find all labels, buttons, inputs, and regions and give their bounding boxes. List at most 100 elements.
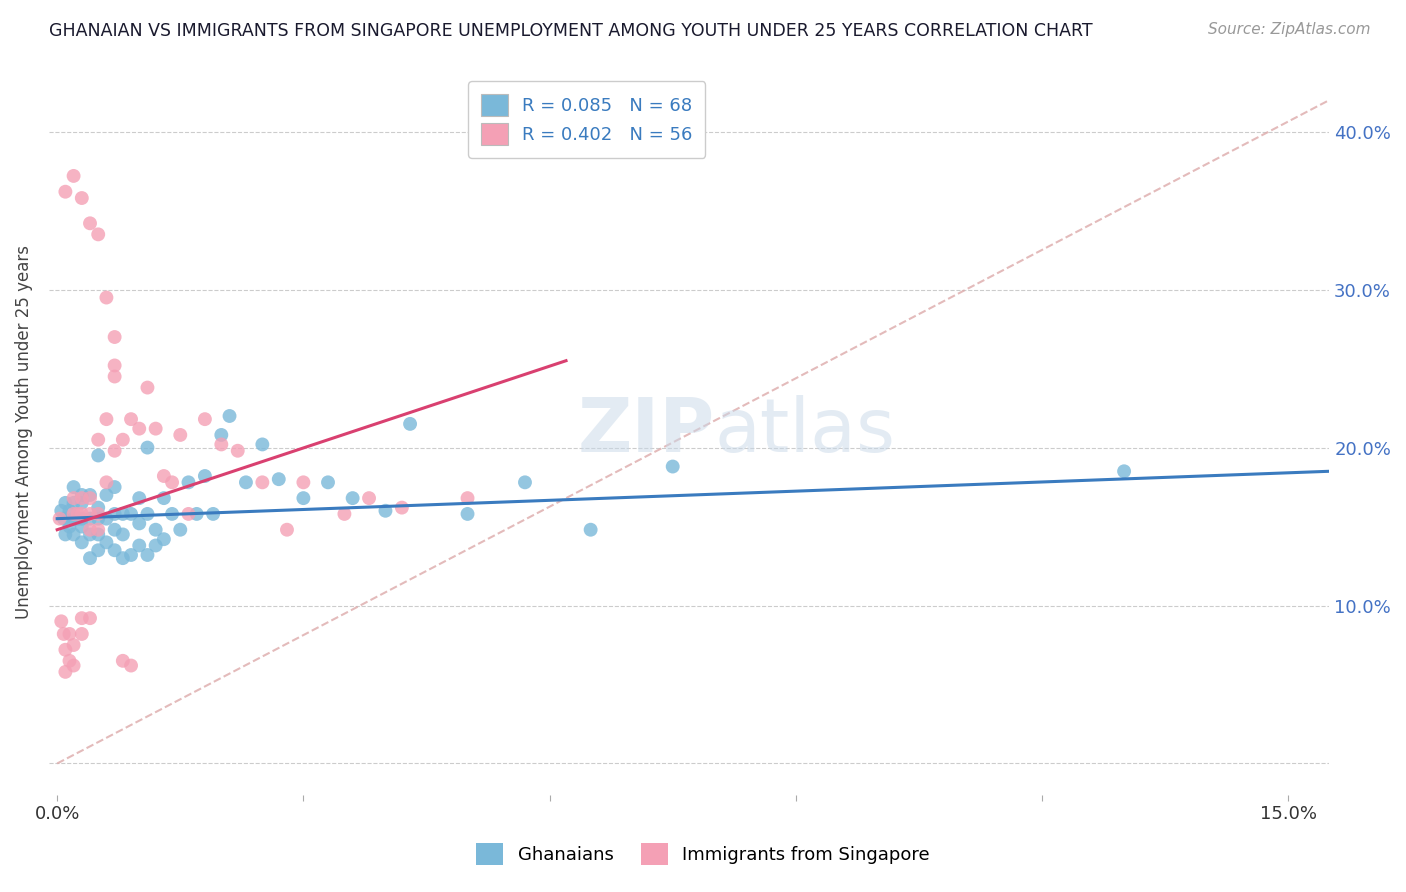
Point [145, 523, 167, 537]
Point [96, 291, 118, 305]
Point [202, 507, 225, 521]
Point [70, 611, 93, 625]
Point [79, 523, 101, 537]
Point [226, 443, 249, 458]
Point [55, 665, 77, 679]
Point [513, 475, 536, 490]
Point [104, 523, 127, 537]
Point [120, 658, 142, 673]
Point [70, 507, 93, 521]
Point [128, 516, 150, 531]
Point [120, 507, 142, 521]
Point [276, 523, 298, 537]
Point [66, 507, 89, 521]
Point [70, 488, 93, 502]
Point [62, 491, 84, 505]
Point [218, 409, 240, 423]
Point [87, 511, 110, 525]
Point [58, 519, 80, 533]
Point [128, 422, 150, 436]
Point [62, 169, 84, 183]
Point [104, 543, 127, 558]
Point [194, 412, 217, 426]
Point [79, 216, 101, 230]
Point [399, 417, 422, 431]
Point [1112, 464, 1135, 478]
Point [579, 523, 602, 537]
Point [104, 330, 127, 344]
Point [457, 507, 479, 521]
Point [62, 511, 84, 525]
Point [79, 527, 101, 541]
Point [104, 369, 127, 384]
Point [79, 551, 101, 566]
Point [96, 488, 118, 502]
Point [55, 185, 77, 199]
Point [169, 428, 191, 442]
Point [136, 441, 159, 455]
Point [111, 551, 134, 566]
Point [87, 449, 110, 463]
Point [235, 475, 257, 490]
Point [153, 491, 176, 505]
Point [333, 507, 356, 521]
Point [177, 475, 200, 490]
Point [70, 627, 93, 641]
Point [104, 359, 127, 373]
Point [120, 548, 142, 562]
Point [51, 615, 73, 629]
Point [62, 496, 84, 510]
Point [111, 654, 134, 668]
Point [194, 469, 217, 483]
Point [58, 627, 80, 641]
Text: GHANAIAN VS IMMIGRANTS FROM SINGAPORE UNEMPLOYMENT AMONG YOUTH UNDER 25 YEARS CO: GHANAIAN VS IMMIGRANTS FROM SINGAPORE UN… [49, 22, 1092, 40]
Point [209, 437, 232, 451]
Point [342, 491, 364, 505]
Point [58, 654, 80, 668]
Point [160, 507, 183, 521]
Point [661, 459, 683, 474]
Point [55, 527, 77, 541]
Point [153, 469, 176, 483]
Point [70, 191, 93, 205]
Point [316, 475, 339, 490]
Point [96, 511, 118, 525]
Point [79, 611, 101, 625]
Point [58, 504, 80, 518]
Point [391, 500, 413, 515]
Point [153, 532, 176, 546]
Point [128, 539, 150, 553]
Point [70, 511, 93, 525]
Point [87, 507, 110, 521]
Point [128, 491, 150, 505]
Point [136, 380, 159, 394]
Point [55, 496, 77, 510]
Point [120, 412, 142, 426]
Point [70, 535, 93, 549]
Text: ZIP: ZIP [578, 395, 714, 468]
Point [292, 475, 315, 490]
Point [252, 475, 274, 490]
Point [79, 507, 101, 521]
Legend: R = 0.085   N = 68, R = 0.402   N = 56: R = 0.085 N = 68, R = 0.402 N = 56 [468, 81, 706, 158]
Legend: Ghanaians, Immigrants from Singapore: Ghanaians, Immigrants from Singapore [470, 836, 936, 872]
Point [55, 642, 77, 657]
Point [79, 488, 101, 502]
Point [111, 433, 134, 447]
Point [66, 511, 89, 525]
Point [87, 527, 110, 541]
Point [70, 519, 93, 533]
Text: atlas: atlas [714, 395, 896, 468]
Point [51, 504, 73, 518]
Point [292, 491, 315, 505]
Point [70, 496, 93, 510]
Point [145, 422, 167, 436]
Point [374, 504, 396, 518]
Point [252, 437, 274, 451]
Point [136, 548, 159, 562]
Point [177, 507, 200, 521]
Point [87, 523, 110, 537]
Text: Source: ZipAtlas.com: Source: ZipAtlas.com [1208, 22, 1371, 37]
Point [96, 412, 118, 426]
Point [87, 433, 110, 447]
